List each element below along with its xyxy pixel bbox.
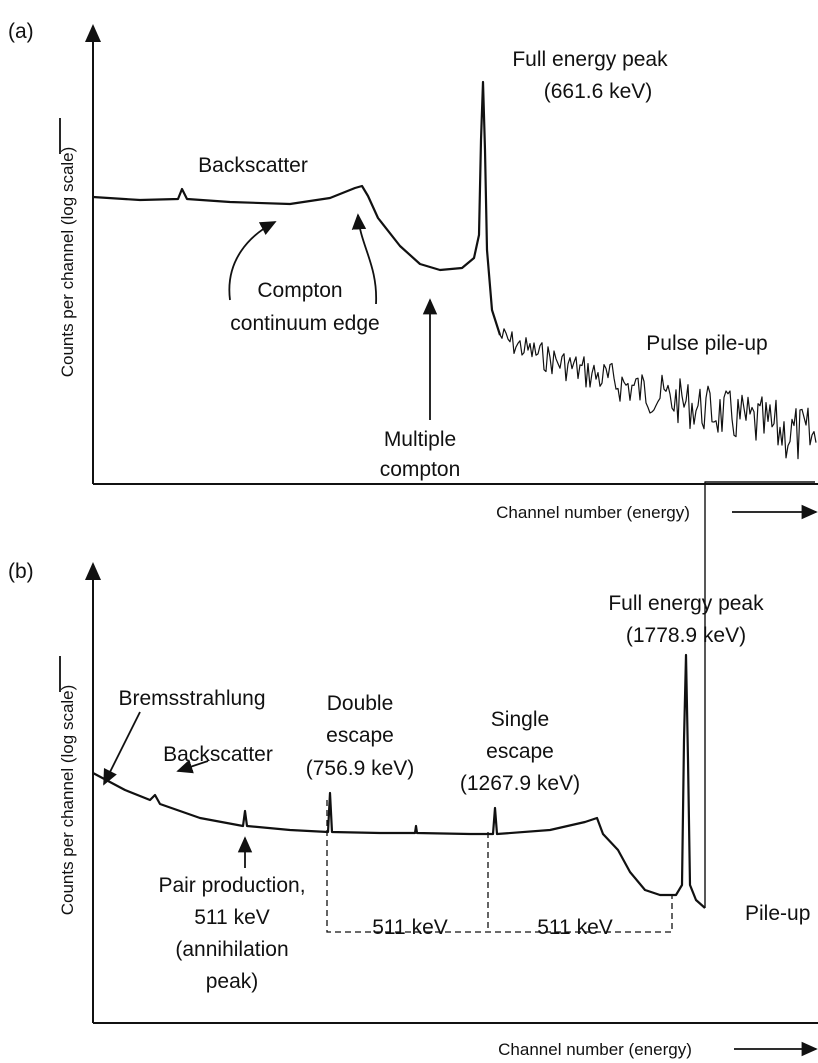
annotation: compton (380, 458, 461, 481)
annotation: 511 keV (537, 916, 613, 939)
spectrum (92, 80, 502, 336)
annotation: (1267.9 keV) (460, 772, 580, 795)
annotation: (annihilation (175, 938, 288, 961)
escape-spacing (326, 800, 673, 933)
panel-b: (b) Counts per channel (log scale) Chann… (8, 481, 818, 1059)
x-axis-label: Channel number (energy) (496, 503, 690, 522)
arrow (228, 221, 277, 301)
y-axis-label: Counts per channel (log scale) (58, 685, 77, 916)
pile-up-noise (499, 328, 817, 460)
y-axis-label: Counts per channel (log scale) (58, 147, 77, 378)
annotation: Backscatter (198, 154, 308, 177)
annotation: Single (491, 708, 549, 731)
annotation: Full energy peak (608, 592, 764, 615)
arrow (351, 213, 377, 305)
annotation: Pair production, (158, 874, 305, 897)
x-axis-label: Channel number (energy) (498, 1040, 692, 1059)
annotation: Multiple (384, 428, 456, 451)
annotation: peak) (206, 970, 259, 993)
annotation: (756.9 keV) (306, 757, 415, 780)
arrow (176, 759, 209, 774)
annotation: continuum edge (230, 312, 379, 335)
annotation: Pile-up (745, 902, 810, 925)
panel-label: (a) (8, 20, 34, 43)
annotation: escape (486, 740, 554, 763)
arrow (103, 711, 141, 786)
annotation: 511 keV (194, 906, 270, 929)
annotation: Double (327, 692, 394, 715)
annotation: Backscatter (163, 743, 273, 766)
annotation: escape (326, 724, 394, 747)
pile-up-noise (704, 481, 815, 908)
annotation: 511 keV (372, 916, 448, 939)
annotation: Bremsstrahlung (118, 687, 265, 710)
annotation: Full energy peak (512, 48, 668, 71)
annotation: (1778.9 keV) (626, 624, 746, 647)
panel-a: (a) Counts per channel (log scale) Chann… (8, 20, 818, 522)
annotation: Pulse pile-up (646, 332, 767, 355)
annotation: Compton (257, 279, 342, 302)
spectrum (92, 653, 706, 909)
annotation: (661.6 keV) (544, 80, 653, 103)
panel-label: (b) (8, 560, 34, 583)
